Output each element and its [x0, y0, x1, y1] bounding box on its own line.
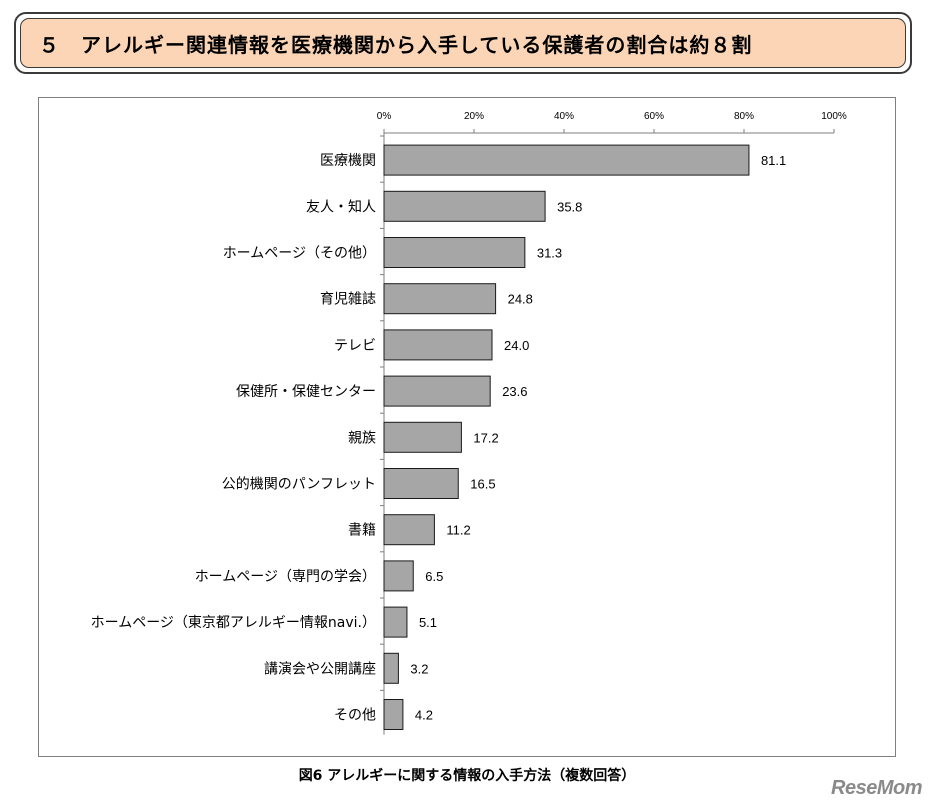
category-label: 保健所・保健センター [236, 384, 376, 400]
x-tick-label: 60% [644, 111, 664, 122]
category-label: テレビ [334, 338, 376, 354]
category-label: 育児雑誌 [320, 292, 376, 308]
data-label: 16.5 [470, 477, 495, 492]
bar [383, 560, 414, 592]
category-label: 医療機関 [320, 152, 376, 169]
x-tick-label: 40% [554, 111, 574, 122]
banner-title: ５ アレルギー関連情報を医療機関から入手している保護者の割合は約８割 [39, 32, 753, 57]
chart-frame: 0% 20% 40% 60% 80% 100% 医療機関 81.1 友人・知人 35.8 ホームペー… [38, 97, 896, 757]
resemom-logo: ReseMom [831, 777, 922, 799]
data-label: 24.8 [508, 292, 533, 307]
header-banner: ５ アレルギー関連情報を医療機関から入手している保護者の割合は約８割 [14, 12, 912, 74]
category-label: 講演会や公開講座 [264, 661, 376, 677]
bar [383, 514, 435, 546]
bar [383, 283, 497, 315]
data-label: 24.0 [504, 338, 529, 353]
bar [383, 190, 546, 222]
x-tick-label: 20% [464, 111, 484, 122]
bar-chart: 0% 20% 40% 60% 80% 100% 医療機関 81.1 友人・知人 35.8 ホームペー… [91, 111, 847, 735]
bar [383, 699, 404, 730]
header-banner-inner: ５ アレルギー関連情報を医療機関から入手している保護者の割合は約８割 [20, 18, 906, 68]
x-tick-label: 100% [821, 111, 847, 122]
data-label: 3.2 [410, 661, 428, 676]
bar [383, 375, 491, 407]
bar [383, 144, 750, 176]
figure-caption: 図6 アレルギーに関する情報の入手方法（複数回答） [298, 768, 636, 784]
category-label: 書籍 [348, 522, 376, 539]
data-label: 4.2 [415, 708, 433, 723]
bar [383, 468, 459, 499]
category-label: ホームページ（専門の学会） [195, 569, 376, 585]
data-label: 31.3 [537, 246, 562, 261]
category-label: 親族 [348, 430, 376, 446]
bar [383, 237, 526, 268]
bar [383, 606, 408, 638]
data-label: 81.1 [761, 153, 786, 168]
x-tick-label: 80% [734, 111, 754, 122]
data-label: 35.8 [557, 199, 582, 214]
category-label: 公的機関のパンフレット [222, 477, 376, 493]
category-label: 友人・知人 [306, 198, 376, 215]
x-tick-label: 0% [377, 111, 392, 122]
category-label: ホームページ（東京都アレルギー情報navi.） [91, 615, 376, 631]
bar [383, 329, 493, 361]
data-label: 5.1 [419, 615, 437, 630]
category-label: ホームページ（その他） [223, 246, 376, 262]
bar [383, 652, 399, 684]
bar [383, 421, 462, 453]
category-label: その他 [334, 708, 376, 724]
data-label: 11.2 [446, 523, 470, 538]
data-label: 23.6 [502, 384, 527, 399]
data-label: 17.2 [473, 430, 498, 445]
data-label: 6.5 [425, 569, 443, 584]
